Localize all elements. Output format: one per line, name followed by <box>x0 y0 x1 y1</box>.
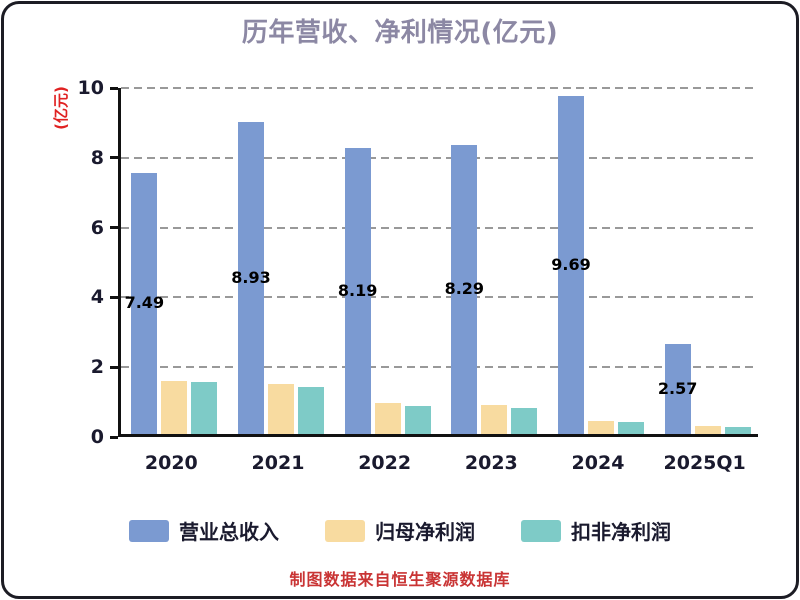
bar-2024-series2 <box>618 422 644 434</box>
bar-2020-series1 <box>161 380 188 434</box>
bar-2024-series0 <box>558 95 584 434</box>
bar-value-label: 8.19 <box>337 281 378 301</box>
bar-value-label: 7.49 <box>124 293 165 313</box>
y-axis-tick <box>110 295 118 299</box>
legend-swatch <box>325 519 365 542</box>
y-axis-tick-label: 0 <box>90 426 104 448</box>
x-axis-label: 2020 <box>144 452 198 474</box>
y-axis-tick-label: 8 <box>90 146 104 169</box>
bar-2021-series2 <box>298 386 324 434</box>
bar-value-label: 2.57 <box>657 379 698 399</box>
x-axis-label: 2023 <box>464 452 518 474</box>
y-axis-tick <box>110 435 118 439</box>
bar-2021-series0 <box>238 122 264 434</box>
y-axis-tick-label: 2 <box>90 356 104 379</box>
bar-2024-series1 <box>588 421 614 434</box>
gridline <box>121 156 758 159</box>
gridline <box>121 296 758 299</box>
bar-2023-series0 <box>451 144 478 434</box>
plot-area: 7.49 8.93 8.19 8.29 9.69 2.57 <box>110 86 758 439</box>
y-axis-tick <box>110 226 118 230</box>
x-axis-label: 2024 <box>571 452 625 474</box>
legend-item: 营业总收入 <box>129 516 279 545</box>
x-axis-label: 2021 <box>251 452 305 474</box>
bar-2023-series1 <box>481 405 508 434</box>
bar-2021-series1 <box>268 384 294 434</box>
x-axis-label: 2025Q1 <box>663 452 746 474</box>
legend-label: 扣非净利润 <box>571 520 671 544</box>
gridline <box>121 87 758 89</box>
y-axis-tick <box>110 365 118 369</box>
legend-item: 扣非净利润 <box>521 516 671 545</box>
bar-value-label: 8.93 <box>231 268 271 288</box>
footer-source-note: 制图数据来自恒生聚源数据库 <box>289 570 511 589</box>
legend-label: 归母净利润 <box>375 520 475 544</box>
legend: 营业总收入 归母净利润 扣非净利润 <box>0 516 800 545</box>
bar-2022-series2 <box>404 406 431 434</box>
gridline <box>121 226 758 229</box>
bar-value-label: 8.29 <box>444 279 485 299</box>
bar-value-label: 9.69 <box>551 254 591 274</box>
y-axis-tick <box>110 156 118 160</box>
legend-swatch <box>521 519 561 542</box>
bar-2025Q1-series0 <box>664 344 691 434</box>
bar-2022-series0 <box>344 148 371 434</box>
bar-2023-series2 <box>511 408 538 434</box>
legend-label: 营业总收入 <box>179 520 279 544</box>
bar-2020-series0 <box>131 172 158 434</box>
x-axis-label: 2022 <box>358 452 412 474</box>
chart-title: 历年营收、净利情况(亿元) <box>241 18 559 48</box>
y-axis-tick-label: 6 <box>90 216 104 239</box>
bar-2025Q1-series2 <box>724 427 751 434</box>
y-axis-tick-label: 10 <box>77 77 104 99</box>
bar-2022-series1 <box>374 403 401 434</box>
y-axis-tick-label: 4 <box>90 286 104 309</box>
y-axis-tick <box>110 86 118 90</box>
legend-swatch <box>129 519 169 542</box>
bar-2020-series2 <box>191 381 218 434</box>
legend-item: 归母净利润 <box>325 516 475 545</box>
bar-2025Q1-series1 <box>694 425 721 434</box>
gridline <box>121 366 758 369</box>
